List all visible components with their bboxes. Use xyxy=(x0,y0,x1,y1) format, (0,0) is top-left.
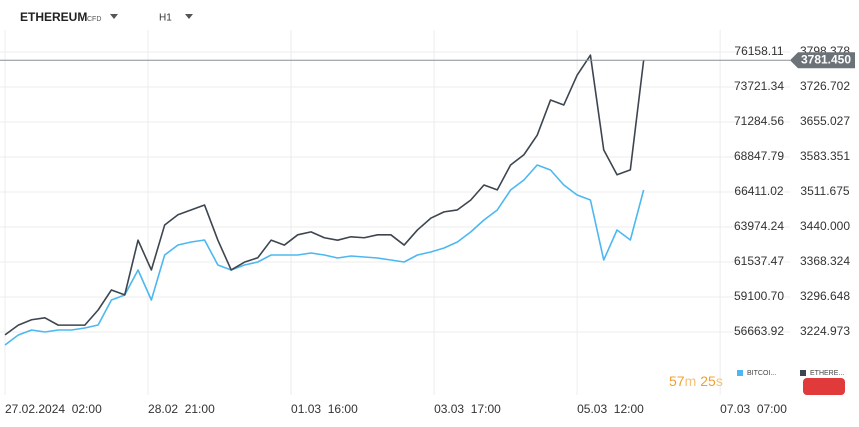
series-line xyxy=(4,164,645,346)
y2-tick-label: 3440.000 xyxy=(800,219,850,233)
y-tick-label: 76158.11 xyxy=(734,44,783,58)
legend-label: BITCOI... xyxy=(747,370,776,377)
x-tick-label: 03.03 17:00 xyxy=(434,402,501,416)
y2-tick-label: 3726.702 xyxy=(800,79,850,93)
plot-area: 27.02.2024 02:00 28.02 21:00 01.03 16:00 03… xyxy=(0,30,855,416)
symbol-kind: CFD xyxy=(87,16,101,23)
x-tick-label: 07.03 07:00 xyxy=(720,402,787,416)
legend-swatch xyxy=(800,370,806,376)
y-tick-label: 68847.79 xyxy=(734,149,784,163)
y2-tick-label: 3224.973 xyxy=(800,324,850,338)
x-tick-label: 27.02.2024 02:00 xyxy=(5,402,102,416)
y-tick-label: 59100.70 xyxy=(734,289,784,303)
close-button[interactable] xyxy=(803,378,845,395)
price-tag xyxy=(790,52,855,69)
y-tick-label: 61537.47 xyxy=(734,254,784,268)
legend-swatch xyxy=(737,370,743,376)
y2-tick-label: 3655.027 xyxy=(800,114,850,128)
interval[interactable]: H1 xyxy=(159,13,172,24)
symbol[interactable]: ETHEREUM xyxy=(20,10,87,24)
y2-tick-label: 3511.675 xyxy=(800,184,849,198)
x-tick-label: 01.03 16:00 xyxy=(291,402,358,416)
y2-tick-label: 3368.324 xyxy=(800,254,850,268)
price-tag-label: 3781.450 xyxy=(801,52,851,66)
y-tick-label: 71284.56 xyxy=(734,114,784,128)
series-line xyxy=(4,54,645,336)
y-tick-label: 56663.92 xyxy=(734,324,784,338)
y-tick-label: 63974.24 xyxy=(734,219,784,233)
x-tick-label: 05.03 12:00 xyxy=(577,402,644,416)
symbol-dropdown[interactable] xyxy=(110,14,118,19)
y2-tick-label: 3296.648 xyxy=(800,289,850,303)
legend-label: ETHERE... xyxy=(810,370,844,377)
y2-tick-label: 3583.351 xyxy=(800,149,850,163)
interval-dropdown[interactable] xyxy=(185,14,193,19)
y-tick-label: 73721.34 xyxy=(734,79,784,93)
y-tick-label: 66411.02 xyxy=(734,184,783,198)
countdown: 57m 25s xyxy=(669,373,723,389)
x-tick-label: 28.02 21:00 xyxy=(148,402,215,416)
